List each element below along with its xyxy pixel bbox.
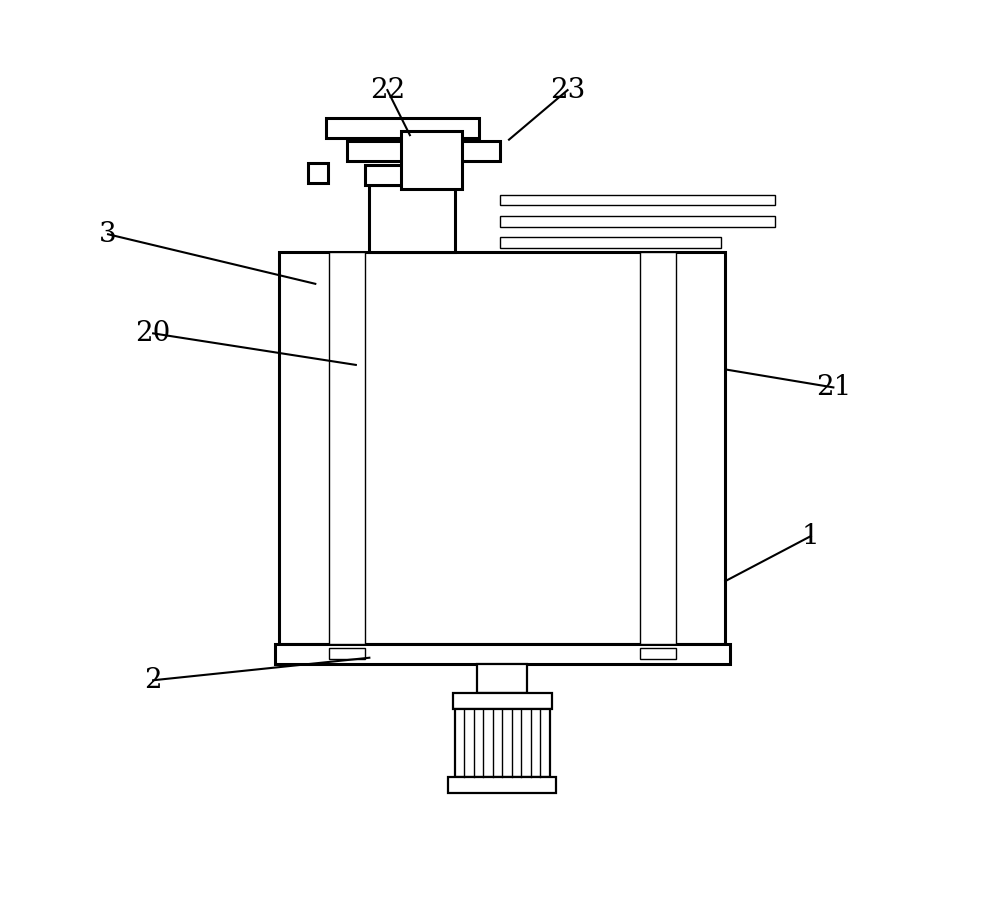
Bar <box>500 195 775 205</box>
Bar <box>279 252 725 644</box>
Bar <box>326 118 479 138</box>
Text: 21: 21 <box>816 374 851 401</box>
Text: 2: 2 <box>144 667 162 694</box>
Bar <box>369 185 455 252</box>
Bar <box>453 693 552 709</box>
Bar <box>500 216 775 227</box>
Bar <box>365 165 459 185</box>
Bar <box>640 252 676 644</box>
Text: 20: 20 <box>135 320 171 347</box>
Bar <box>308 163 328 183</box>
Bar <box>640 648 676 659</box>
Bar <box>401 131 462 189</box>
Text: 22: 22 <box>370 77 405 104</box>
Text: 1: 1 <box>802 523 820 550</box>
Bar <box>448 777 556 793</box>
Bar <box>275 644 730 664</box>
Bar <box>477 664 527 693</box>
Bar <box>455 709 550 777</box>
Bar <box>347 141 500 161</box>
Bar <box>329 648 365 659</box>
Bar <box>500 237 721 248</box>
Text: 23: 23 <box>550 77 585 104</box>
Bar <box>329 252 365 644</box>
Text: 3: 3 <box>99 221 117 248</box>
